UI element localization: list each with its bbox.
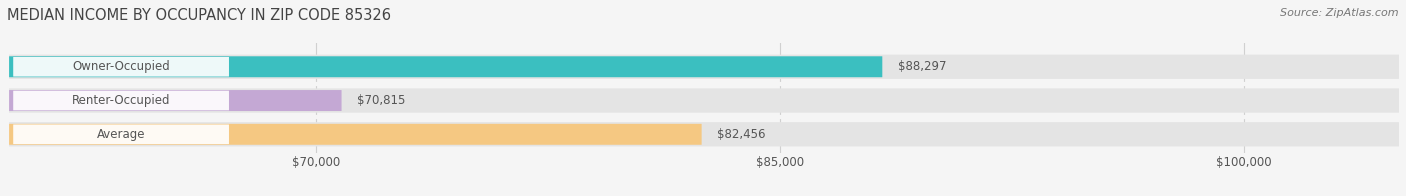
Text: Average: Average <box>97 128 145 141</box>
Text: $82,456: $82,456 <box>717 128 766 141</box>
Text: $88,297: $88,297 <box>898 60 946 73</box>
FancyBboxPatch shape <box>7 55 1399 79</box>
FancyBboxPatch shape <box>7 122 1399 146</box>
Text: MEDIAN INCOME BY OCCUPANCY IN ZIP CODE 85326: MEDIAN INCOME BY OCCUPANCY IN ZIP CODE 8… <box>7 8 391 23</box>
FancyBboxPatch shape <box>13 124 229 144</box>
FancyBboxPatch shape <box>13 91 229 110</box>
FancyBboxPatch shape <box>7 56 883 77</box>
Text: $70,815: $70,815 <box>357 94 405 107</box>
FancyBboxPatch shape <box>7 124 702 145</box>
Text: Source: ZipAtlas.com: Source: ZipAtlas.com <box>1281 8 1399 18</box>
FancyBboxPatch shape <box>7 90 342 111</box>
FancyBboxPatch shape <box>13 57 229 77</box>
Text: Owner-Occupied: Owner-Occupied <box>72 60 170 73</box>
Text: Renter-Occupied: Renter-Occupied <box>72 94 170 107</box>
FancyBboxPatch shape <box>7 88 1399 113</box>
